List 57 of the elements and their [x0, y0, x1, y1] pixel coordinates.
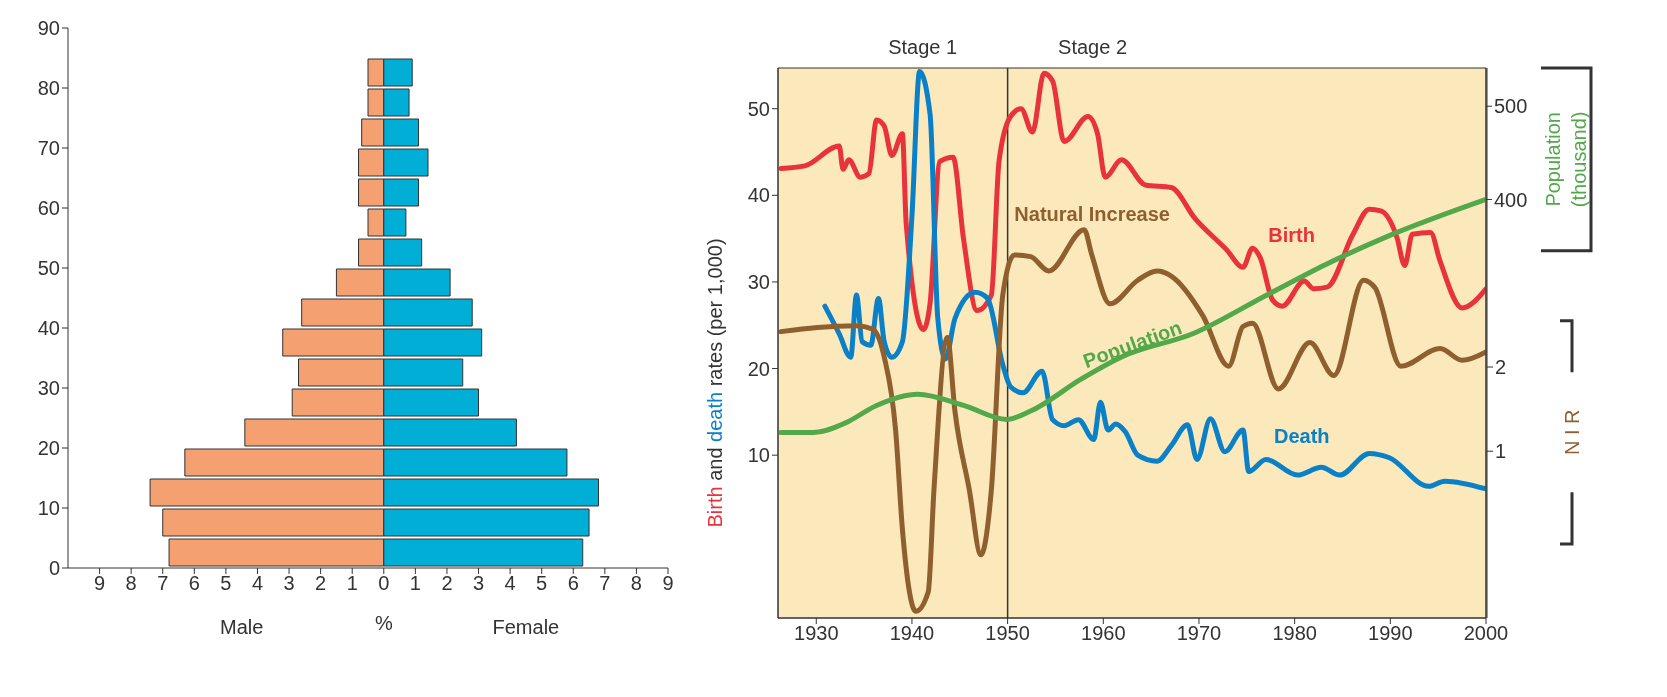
x-tick-label: 0 — [378, 572, 390, 595]
y-tick-label: 40 — [37, 317, 60, 340]
series-label: Birth — [1268, 223, 1315, 246]
text: Stage 1 — [888, 36, 958, 58]
x-axis-title: % — [374, 612, 393, 634]
y-tick-label: 30 — [747, 271, 770, 294]
x-tick-label: 7 — [157, 572, 169, 595]
text: Stage 2 — [1058, 36, 1128, 58]
x-tick-label: 1960 — [1081, 622, 1126, 645]
x-tick-label: 1930 — [794, 622, 839, 645]
y-tick-label: 10 — [37, 497, 60, 520]
x-tick-label: 7 — [599, 572, 611, 595]
series-label: Natural Increase — [1014, 202, 1170, 225]
x-tick-label: 3 — [472, 572, 485, 595]
x-tick-label: 4 — [251, 572, 264, 595]
x-tick-label: 2000 — [1463, 622, 1509, 645]
y2-tick-label: 500 — [1494, 95, 1528, 118]
text: Female — [492, 616, 560, 638]
y-tick-label: 50 — [747, 97, 770, 120]
y-tick-label: 30 — [37, 377, 60, 400]
y-tick-label: 90 — [37, 17, 60, 40]
y-tick-label: 10 — [747, 444, 770, 467]
x-tick-label: 9 — [94, 572, 106, 595]
y2-tick-label: 400 — [1494, 188, 1528, 211]
x-tick-label: 1 — [346, 572, 358, 595]
text: Male — [220, 616, 264, 638]
x-tick-label: 1 — [409, 572, 421, 595]
x-tick-label: 6 — [567, 572, 579, 595]
y-axis-title: Birth and death rates (per 1,000) — [704, 238, 726, 528]
y3-tick-label: 2 — [1495, 356, 1507, 379]
x-tick-label: 8 — [630, 572, 642, 595]
y-tick-label: 20 — [747, 357, 770, 380]
x-tick-label: 1940 — [889, 622, 935, 645]
x-tick-label: 1970 — [1176, 622, 1222, 645]
y-tick-label: 50 — [37, 257, 60, 280]
x-tick-label: 1990 — [1368, 622, 1413, 645]
x-tick-label: 8 — [125, 572, 137, 595]
y2-axis-title: Population (thousand) — [1542, 111, 1590, 208]
x-tick-label: 4 — [504, 572, 516, 595]
series-label: Death — [1273, 425, 1330, 448]
x-tick-label: 5 — [536, 572, 548, 595]
x-tick-label: 6 — [188, 572, 200, 595]
y-tick-label: 80 — [37, 77, 60, 100]
y-tick-label: 60 — [37, 197, 60, 220]
y3-axis-title: N I R — [1561, 409, 1583, 456]
x-tick-label: 1950 — [985, 622, 1030, 645]
x-tick-label: 9 — [662, 572, 674, 595]
x-tick-label: 2 — [441, 572, 453, 595]
x-tick-label: 3 — [283, 572, 295, 595]
y3-tick-label: 1 — [1495, 440, 1507, 463]
y-tick-label: 70 — [37, 137, 60, 160]
y-tick-label: 40 — [747, 184, 770, 207]
y-tick-label: 20 — [37, 437, 60, 460]
x-tick-label: 1980 — [1272, 622, 1317, 645]
x-tick-label: 5 — [220, 572, 232, 595]
x-tick-label: 2 — [315, 572, 327, 595]
y-tick-label: 0 — [48, 557, 60, 580]
